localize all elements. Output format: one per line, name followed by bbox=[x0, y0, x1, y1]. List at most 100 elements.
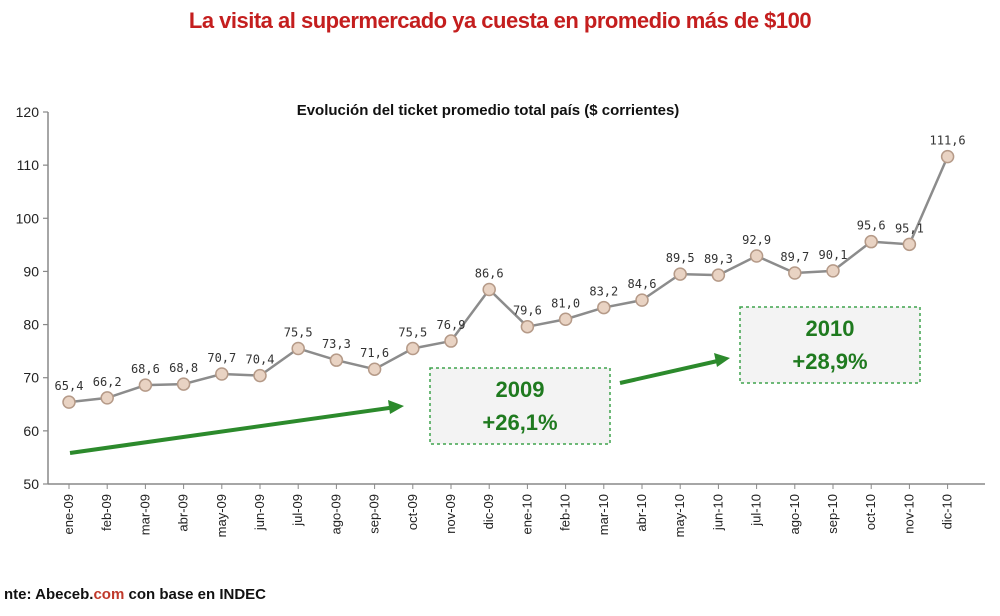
trend-arrow-2009 bbox=[69, 405, 397, 455]
data-label: 79,6 bbox=[513, 304, 542, 318]
x-tick-label: feb-09 bbox=[99, 494, 114, 531]
x-tick-label: ene-10 bbox=[519, 494, 534, 534]
data-point bbox=[215, 367, 229, 381]
data-label: 68,6 bbox=[131, 362, 160, 376]
trend-arrow-2010-head bbox=[714, 353, 730, 367]
x-tick-label: sep-09 bbox=[367, 494, 382, 534]
data-point bbox=[635, 293, 649, 307]
y-tick-label: 90 bbox=[23, 263, 39, 279]
data-label: 89,5 bbox=[666, 251, 695, 265]
data-label: 75,5 bbox=[284, 325, 313, 339]
data-label: 86,6 bbox=[475, 266, 504, 280]
data-label: 71,6 bbox=[360, 346, 389, 360]
data-point bbox=[520, 319, 535, 334]
data-label: 92,9 bbox=[742, 233, 771, 247]
callout-box-2009 bbox=[429, 367, 611, 445]
x-tick-label: jul-09 bbox=[290, 494, 305, 527]
series-markers bbox=[62, 149, 955, 409]
y-axis-ticks: 50 60 70 80 90 100 110 120 bbox=[16, 104, 48, 492]
data-point bbox=[940, 149, 955, 164]
source-brand-b: com bbox=[93, 586, 125, 603]
data-point bbox=[253, 368, 267, 383]
callout-year-2009: 2009 bbox=[496, 377, 545, 402]
x-axis-ticks: ene-09 feb-09 mar-09 abr-09 may-09 jun-09 jul-… bbox=[61, 484, 955, 537]
data-label: 89,3 bbox=[704, 252, 733, 266]
data-point bbox=[826, 264, 840, 278]
callout-change-2010: +28,9% bbox=[792, 349, 867, 374]
source-note: nte: Abeceb.com con base en INDEC bbox=[4, 586, 266, 603]
data-label: 70,7 bbox=[207, 351, 236, 365]
x-tick-label: mar-09 bbox=[137, 494, 152, 535]
data-label: 68,8 bbox=[169, 361, 198, 375]
trend-arrow-2010 bbox=[619, 358, 723, 385]
x-tick-label: abr-09 bbox=[176, 494, 191, 532]
data-label: 95,6 bbox=[857, 219, 886, 233]
callouts: 2009 +26,1% 2010 +28,9% bbox=[69, 306, 921, 455]
x-tick-label: ene-09 bbox=[61, 494, 76, 534]
data-label: 76,9 bbox=[437, 318, 466, 332]
y-tick-label: 70 bbox=[23, 370, 39, 386]
x-tick-label: abr-10 bbox=[634, 494, 649, 532]
data-label: 89,7 bbox=[780, 250, 809, 264]
x-tick-label: nov-10 bbox=[901, 494, 916, 534]
data-point bbox=[864, 234, 878, 249]
x-tick-label: may-09 bbox=[214, 494, 229, 537]
data-point bbox=[138, 378, 153, 392]
data-point bbox=[444, 334, 458, 348]
data-point bbox=[749, 249, 764, 263]
y-tick-label: 50 bbox=[23, 476, 39, 492]
data-point bbox=[367, 362, 382, 376]
data-label: 95,1 bbox=[895, 221, 924, 235]
source-prefix: nte: bbox=[4, 586, 36, 603]
y-tick-label: 120 bbox=[16, 104, 40, 120]
line-chart: Evolución del ticket promedio total país… bbox=[16, 102, 985, 537]
data-point bbox=[597, 300, 611, 315]
x-tick-label: oct-10 bbox=[863, 494, 878, 530]
data-label: 81,0 bbox=[551, 296, 580, 310]
data-point bbox=[406, 341, 420, 356]
data-point bbox=[291, 341, 305, 356]
x-tick-label: mar-10 bbox=[596, 494, 611, 535]
y-tick-label: 100 bbox=[16, 210, 40, 226]
data-point bbox=[329, 353, 344, 367]
x-tick-label: jun-10 bbox=[710, 494, 725, 531]
source-suffix: con base en INDEC bbox=[124, 586, 267, 603]
x-tick-label: dic-10 bbox=[940, 494, 955, 529]
data-labels: 65,4 66,2 68,6 68,8 70,7 70,4 75,5 73,3 71,6 75,5… bbox=[55, 134, 966, 394]
data-point bbox=[62, 395, 76, 409]
x-tick-label: may-10 bbox=[672, 494, 687, 537]
data-point bbox=[176, 377, 191, 391]
data-label: 73,3 bbox=[322, 337, 351, 351]
y-tick-label: 80 bbox=[23, 317, 39, 333]
callout-box-2010 bbox=[739, 306, 921, 384]
x-tick-label: jul-10 bbox=[749, 494, 764, 527]
y-tick-label: 60 bbox=[23, 423, 39, 439]
x-tick-label: ago-09 bbox=[328, 494, 343, 534]
data-point bbox=[902, 237, 917, 252]
x-tick-label: dic-09 bbox=[481, 494, 496, 529]
data-point bbox=[711, 268, 726, 282]
data-label: 65,4 bbox=[55, 379, 84, 393]
axes bbox=[47, 112, 985, 485]
data-point bbox=[673, 267, 687, 281]
x-tick-label: sep-10 bbox=[825, 494, 840, 534]
data-point bbox=[100, 391, 114, 405]
headline: La visita al supermercado ya cuesta en p… bbox=[188, 8, 812, 33]
x-tick-label: ago-10 bbox=[787, 494, 802, 534]
source-brand-a: Abeceb. bbox=[35, 586, 94, 603]
chart-title: Evolución del ticket promedio total país… bbox=[297, 102, 680, 119]
data-point bbox=[788, 266, 802, 280]
data-label: 90,1 bbox=[819, 248, 848, 262]
y-tick-label: 110 bbox=[17, 157, 40, 173]
x-tick-label: nov-09 bbox=[443, 494, 458, 534]
data-label: 70,4 bbox=[246, 353, 275, 367]
data-label: 75,5 bbox=[398, 325, 427, 339]
x-tick-label: oct-09 bbox=[405, 494, 420, 530]
x-tick-label: feb-10 bbox=[558, 494, 573, 531]
data-label: 84,6 bbox=[628, 277, 657, 291]
data-point bbox=[482, 282, 496, 297]
callout-change-2009: +26,1% bbox=[482, 410, 557, 435]
data-label: 111,6 bbox=[930, 134, 966, 148]
data-label: 66,2 bbox=[93, 375, 122, 389]
callout-year-2010: 2010 bbox=[806, 316, 855, 341]
